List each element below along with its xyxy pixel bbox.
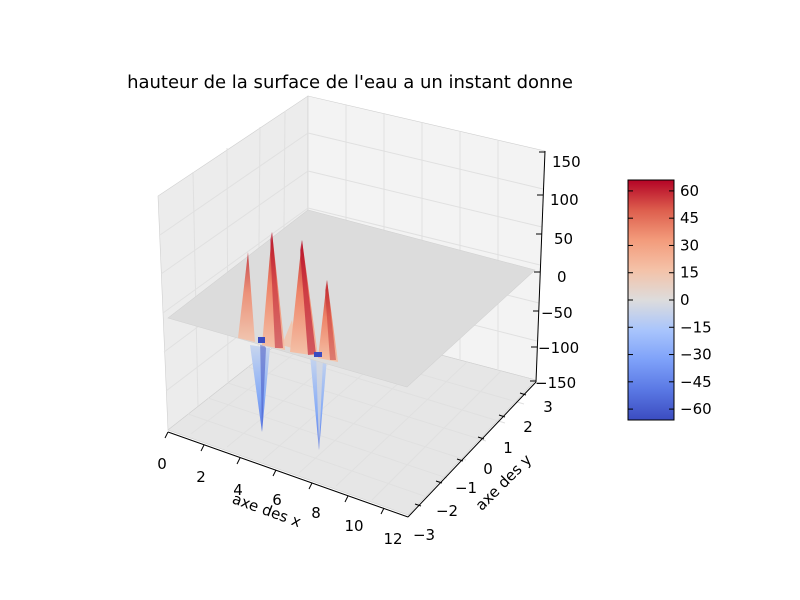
z-tick-neg100: −100	[538, 339, 579, 357]
colorbar-tick-label: 60	[680, 182, 699, 200]
peak-3	[318, 280, 338, 362]
x-tick-2: 2	[196, 468, 206, 486]
colorbar-tick-label: 15	[680, 264, 699, 282]
y-tick-0: 0	[483, 460, 493, 478]
colorbar-tick-label: 0	[680, 291, 690, 309]
x-tick-12: 12	[383, 530, 402, 548]
colorbar: 60 45 30 15 0 −15 −30 −45 −60	[627, 179, 712, 421]
colorbar-tick-label: −60	[680, 400, 712, 418]
colorbar-fill	[627, 179, 675, 421]
peak-1	[262, 232, 285, 350]
y-tick-neg1: −1	[455, 479, 477, 497]
peak-1-shade	[270, 232, 283, 348]
x-tick-8: 8	[311, 504, 321, 522]
z-tick-0: 0	[557, 268, 567, 286]
y-tick-2: 2	[523, 418, 533, 436]
trough-2-edge	[316, 352, 323, 450]
colorbar-tick-label: 30	[680, 236, 699, 254]
y-axis-line	[407, 381, 537, 518]
chart-title: hauteur de la surface de l'eau a un inst…	[127, 72, 573, 93]
x-tick-4: 4	[233, 481, 243, 499]
z-axis-line	[535, 150, 546, 383]
peak-small-left	[238, 252, 255, 342]
colorbar-ticks: 60 45 30 15 0 −15 −30 −45 −60	[628, 182, 712, 418]
trough-cap-2	[314, 352, 322, 357]
colorbar-tick-label: −30	[680, 346, 712, 364]
y-tick-neg3: −3	[413, 526, 435, 544]
y-tick-3: 3	[543, 398, 553, 416]
tick-marks	[164, 151, 545, 515]
z-tick-150: 150	[552, 153, 581, 171]
x-axis-label: axe des x	[230, 490, 304, 532]
x-tick-10: 10	[344, 517, 363, 535]
y-tick-1: 1	[503, 439, 513, 457]
colorbar-tick-label: 45	[680, 209, 699, 227]
trough-1-edge	[260, 338, 266, 432]
axis-lines	[167, 150, 546, 518]
z-tick-100: 100	[550, 191, 579, 209]
x-tick-6: 6	[272, 491, 282, 509]
z-tick-neg50: −50	[541, 304, 573, 322]
y-tick-neg2: −2	[436, 502, 458, 520]
y-axis-label: axe des y	[472, 451, 536, 515]
z-tick-labels: 150 100 50 0 −50 −100 −150	[535, 153, 581, 392]
x-tick-0: 0	[157, 455, 167, 473]
y-tick-labels: −3 −2 −1 0 1 2 3	[413, 398, 553, 544]
surface-peaks	[238, 232, 338, 362]
x-tick-labels: 0 2 4 6 8 10 12	[157, 455, 402, 548]
trough-cap-1	[258, 337, 265, 343]
surface-troughs	[250, 338, 327, 450]
colorbar-tick-label: −15	[680, 318, 712, 336]
peak-3-shade	[325, 280, 336, 360]
colorbar-tick-label: −45	[680, 373, 712, 391]
z-tick-neg150: −150	[535, 374, 576, 392]
z-tick-50: 50	[554, 230, 573, 248]
peak-2-shade	[300, 240, 316, 355]
x-axis-line	[167, 431, 409, 518]
